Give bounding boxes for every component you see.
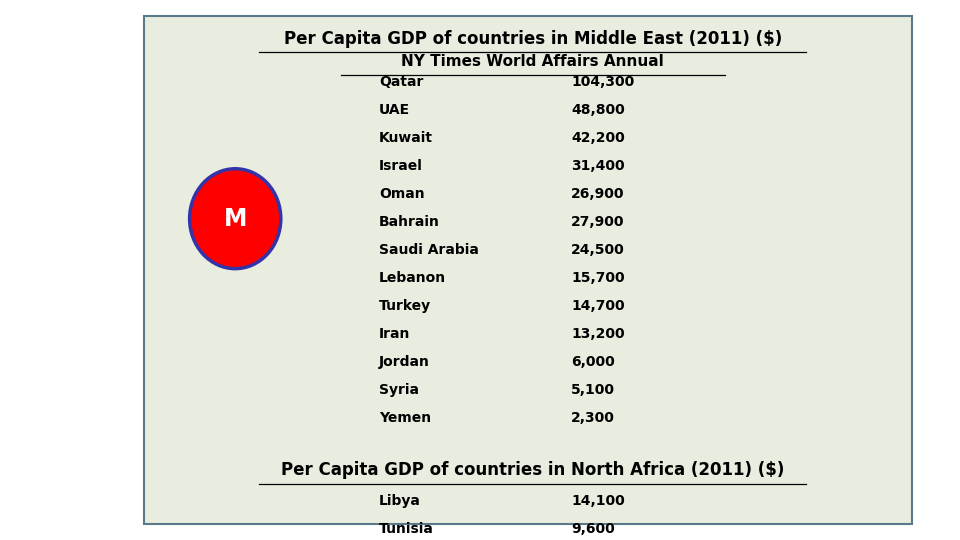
Text: 104,300: 104,300 (571, 75, 635, 89)
Text: 2,300: 2,300 (571, 411, 615, 426)
Text: Syria: Syria (379, 383, 420, 397)
Text: 14,700: 14,700 (571, 299, 625, 313)
Text: 31,400: 31,400 (571, 159, 625, 173)
Text: 15,700: 15,700 (571, 271, 625, 285)
Text: Per Capita GDP of countries in Middle East (2011) ($): Per Capita GDP of countries in Middle Ea… (283, 30, 782, 48)
Text: 48,800: 48,800 (571, 103, 625, 117)
Text: Yemen: Yemen (379, 411, 431, 426)
Text: Turkey: Turkey (379, 299, 431, 313)
Text: 9,600: 9,600 (571, 522, 615, 536)
Text: 13,200: 13,200 (571, 327, 625, 341)
Text: Israel: Israel (379, 159, 423, 173)
Text: Libya: Libya (379, 494, 421, 508)
Text: 42,200: 42,200 (571, 131, 625, 145)
Text: Qatar: Qatar (379, 75, 423, 89)
Text: Kuwait: Kuwait (379, 131, 433, 145)
Text: 27,900: 27,900 (571, 215, 625, 229)
Text: Per Capita GDP of countries in North Africa (2011) ($): Per Capita GDP of countries in North Afr… (281, 461, 784, 479)
Text: Bahrain: Bahrain (379, 215, 440, 229)
Text: 6,000: 6,000 (571, 355, 615, 369)
Text: Tunisia: Tunisia (379, 522, 434, 536)
Text: Jordan: Jordan (379, 355, 430, 369)
Text: 24,500: 24,500 (571, 243, 625, 257)
Text: M: M (224, 207, 247, 231)
Text: NY Times World Affairs Annual: NY Times World Affairs Annual (401, 54, 664, 69)
Text: Iran: Iran (379, 327, 411, 341)
Text: Saudi Arabia: Saudi Arabia (379, 243, 479, 257)
Text: 14,100: 14,100 (571, 494, 625, 508)
Text: Lebanon: Lebanon (379, 271, 446, 285)
Text: 26,900: 26,900 (571, 187, 625, 201)
Text: Oman: Oman (379, 187, 425, 201)
Text: UAE: UAE (379, 103, 410, 117)
Text: 5,100: 5,100 (571, 383, 615, 397)
